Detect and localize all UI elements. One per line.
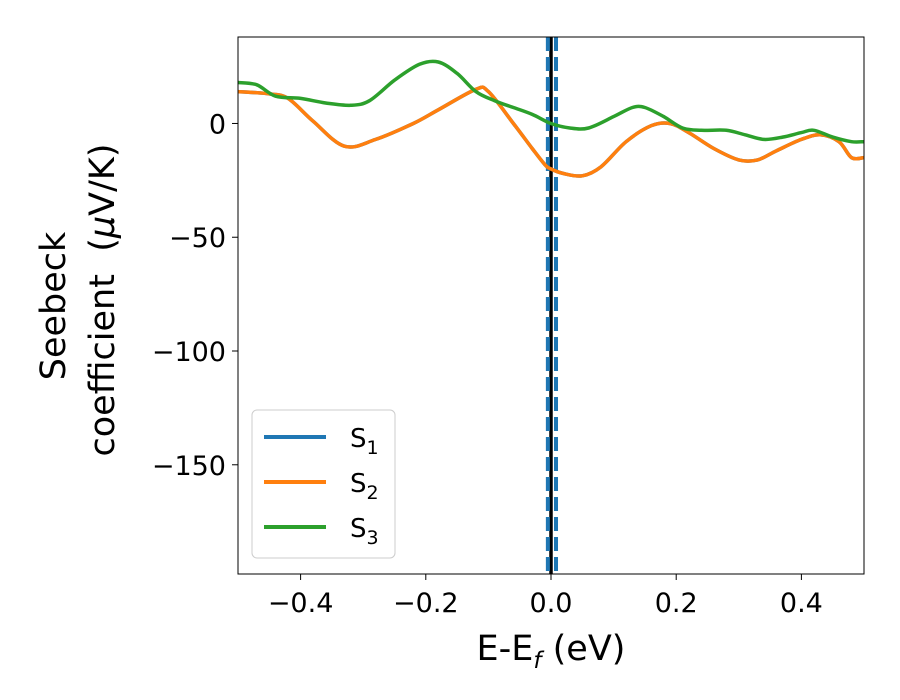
x-tick-label: −0.4 bbox=[268, 588, 334, 619]
legend-label-s3: S3 bbox=[350, 514, 379, 549]
series-line-s3 bbox=[238, 59, 864, 144]
y-axis-label-mu: μ bbox=[83, 216, 123, 239]
y-tick-label: −150 bbox=[152, 451, 226, 482]
y-axis-label-line2: coefficient (μV/K) bbox=[83, 144, 123, 457]
x-tick-label: 0.2 bbox=[655, 588, 698, 619]
x-axis-label-sub: f bbox=[533, 648, 544, 674]
y-tick-label: −50 bbox=[169, 223, 226, 254]
legend-label-s2: S2 bbox=[350, 469, 379, 504]
y-tick-label: 0 bbox=[209, 109, 226, 140]
x-tick-label: 0.4 bbox=[780, 588, 823, 619]
x-axis-label: E-Ef (eV) bbox=[477, 629, 626, 674]
y-tick-label: −100 bbox=[152, 337, 226, 368]
x-tick-label: −0.2 bbox=[393, 588, 459, 619]
y-axis-label-line1: Seebeck bbox=[34, 231, 74, 380]
series-line-s2 bbox=[238, 85, 864, 178]
x-axis-label-main: E-E bbox=[477, 629, 534, 669]
x-axis-label-unit: (eV) bbox=[553, 629, 626, 669]
x-tick-label: 0.0 bbox=[530, 588, 573, 619]
legend-label-s1: S1 bbox=[350, 424, 379, 459]
legend: S1 S2 S3 bbox=[251, 409, 396, 559]
